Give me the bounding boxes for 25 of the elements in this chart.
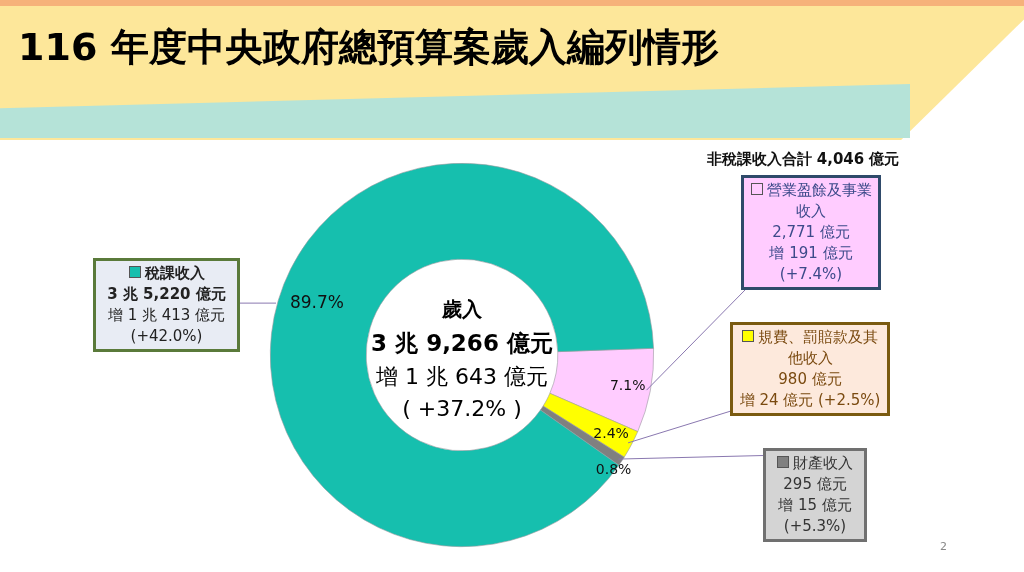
legend-label: 財產收入 [792,453,854,474]
chart-title: 116 年度中央政府總預算案歲入編列情形 [18,24,719,71]
data-label: 2.4% [593,424,629,441]
text: (+7.4%) [779,265,843,283]
legend-label: 稅課收入 [143,263,206,284]
text: 歲入 [441,296,483,323]
text: (+5.3%) [783,517,847,535]
text: 2,771 億元 [772,223,850,241]
text: ( +37.2% ) [401,396,523,421]
text: 3 兆 5,220 億元 [107,285,226,303]
text: 980 億元 [778,370,842,388]
text: (+42.0%) [130,327,203,345]
text: 2 [940,540,947,553]
text: 增 1 兆 643 億元 [375,363,549,391]
data-label: 89.7% [289,292,344,313]
text: 295 億元 [783,475,847,493]
text: 增 1 兆 413 億元 [107,306,226,324]
text: 增 191 億元 [769,244,853,262]
legend-label: 營業盈餘及事業收入 [765,180,872,222]
legend-label: 規費、罰賠款及其他收入 [757,327,879,369]
text: 非稅課收入合計 4,046 億元 [705,150,901,169]
text: 3 兆 9,266 億元 [370,329,554,358]
text: 增 24 億元 (+2.5%) [739,391,881,409]
text: 增 15 億元 [778,496,852,514]
data-label: 7.1% [609,377,646,394]
